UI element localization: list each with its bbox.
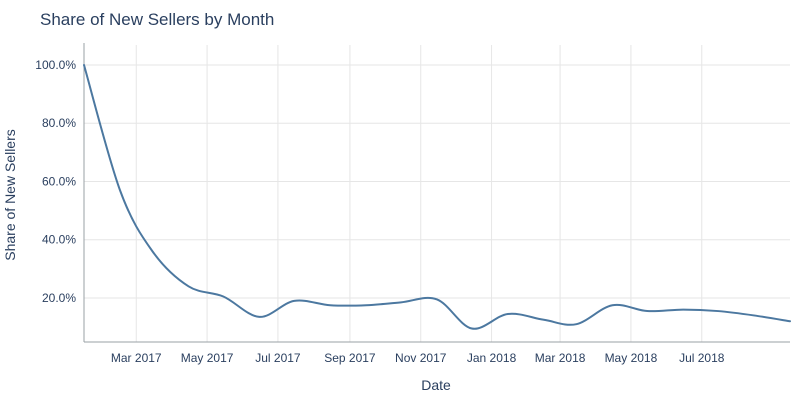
y-tick-label: 60.0% — [42, 174, 76, 188]
x-tick-label: Jan 2018 — [467, 351, 517, 365]
chart-title: Share of New Sellers by Month — [40, 10, 274, 29]
y-tick-label: 40.0% — [42, 233, 76, 247]
x-tick-label: May 2017 — [181, 351, 234, 365]
y-tick-label: 20.0% — [42, 291, 76, 305]
y-tick-label: 100.0% — [35, 58, 76, 72]
series-group — [83, 64, 791, 330]
series-line — [83, 64, 791, 330]
x-tick-label: Jul 2018 — [679, 351, 725, 365]
x-tick-label: Mar 2017 — [111, 351, 162, 365]
axes — [83, 43, 790, 343]
gridlines — [84, 45, 790, 342]
x-tick-label: Mar 2018 — [535, 351, 586, 365]
x-tick-label: May 2018 — [605, 351, 658, 365]
y-tick-labels: 20.0% 40.0% 60.0% 80.0% 100.0% — [35, 58, 76, 305]
x-tick-label: Nov 2017 — [395, 351, 447, 365]
y-axis-title: Share of New Sellers — [2, 129, 18, 261]
x-axis-title: Date — [421, 377, 451, 393]
y-tick-label: 80.0% — [42, 116, 76, 130]
x-tick-labels: Mar 2017 May 2017 Jul 2017 Sep 2017 Nov 2017… — [111, 351, 725, 365]
x-tick-label: Sep 2017 — [324, 351, 376, 365]
x-tick-label: Jul 2017 — [255, 351, 301, 365]
